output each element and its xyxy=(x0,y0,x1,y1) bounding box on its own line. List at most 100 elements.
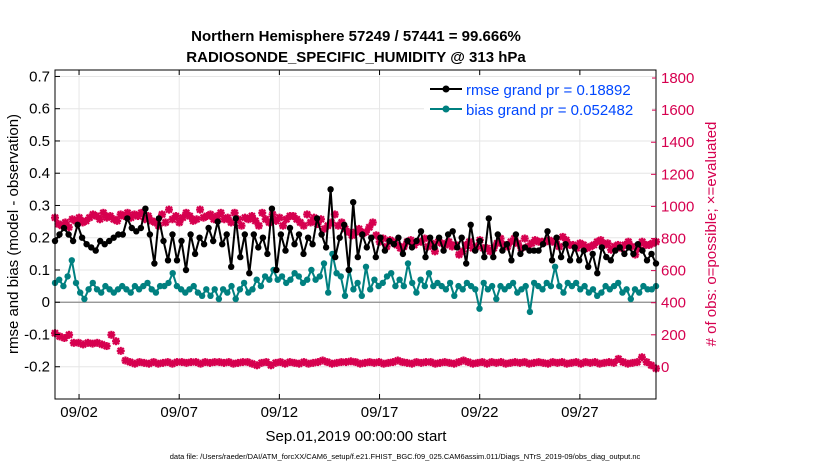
obs-count-point xyxy=(95,215,104,224)
bias-series-point xyxy=(308,266,315,274)
y-tick-label-right: 800 xyxy=(661,231,686,248)
rmse-series-point xyxy=(548,257,556,264)
bias-series-point xyxy=(598,289,605,296)
bias-series-point xyxy=(371,276,378,283)
obs-count-point xyxy=(192,215,201,224)
y-tick-label-left: 0.7 xyxy=(29,68,50,85)
bias-series-point xyxy=(589,286,597,293)
rmse-series-point xyxy=(354,253,361,261)
rmse-series-point xyxy=(155,215,163,222)
y-axis-label-left: rmse and bias (model - observation) xyxy=(5,114,22,354)
rmse-series-point xyxy=(250,231,257,238)
legend-bias-label: bias grand pr = 0.052482 xyxy=(466,102,633,119)
y-tick-label-left: 0.1 xyxy=(29,262,50,279)
bias-series-point xyxy=(367,286,374,293)
bias-series-point xyxy=(64,273,71,280)
rmse-series-point xyxy=(255,244,262,251)
bias-series-point xyxy=(627,295,634,303)
bias-series-point xyxy=(488,282,496,290)
rmse-series-point xyxy=(368,234,375,241)
bias-series-point xyxy=(636,289,643,296)
rmse-series-point xyxy=(223,231,230,238)
rmse-series-point xyxy=(219,241,226,248)
y-tick-label-left: 0.3 xyxy=(29,197,50,214)
rmse-series-point xyxy=(426,234,434,241)
obs-count-point xyxy=(164,205,173,214)
rmse-series-point xyxy=(607,257,614,264)
rmse-series-point xyxy=(566,257,574,264)
rmse-series-point xyxy=(377,234,384,241)
rmse-series-point xyxy=(210,237,217,245)
rmse-series-point xyxy=(630,250,637,258)
obs-count-point xyxy=(216,208,225,217)
bias-series-point xyxy=(350,286,357,293)
rmse-series-point xyxy=(318,231,325,238)
x-tick-label: 09/02 xyxy=(60,404,98,421)
bias-series-point xyxy=(526,308,534,316)
rmse-series-point xyxy=(381,247,389,254)
rmse-series-point xyxy=(286,224,294,232)
rmse-series-point xyxy=(589,250,596,258)
bias-series-point xyxy=(623,286,630,293)
rmse-series-point xyxy=(65,231,72,238)
bias-series-point xyxy=(266,276,273,283)
bias-series-point xyxy=(211,286,218,293)
bias-series-point xyxy=(413,289,420,296)
data-file-footer: data file: /Users/raeder/DAI/ATM_forcXX/… xyxy=(170,452,641,461)
rmse-series-point xyxy=(458,234,465,241)
bias-series-point xyxy=(144,279,151,287)
rmse-series-point xyxy=(585,263,592,270)
rmse-series-point xyxy=(517,250,524,258)
bias-series-point xyxy=(417,276,424,283)
rmse-series-point xyxy=(562,241,569,248)
rmse-series-point xyxy=(309,241,316,248)
y-tick-label-right: 1600 xyxy=(661,102,694,119)
bias-series-point xyxy=(509,279,517,287)
rmse-series-point xyxy=(476,237,483,245)
rmse-series-point xyxy=(472,247,479,254)
rmse-series-point xyxy=(169,231,176,238)
bias-series-point xyxy=(224,289,231,296)
y-tick-label-left: 0.5 xyxy=(29,133,50,150)
rmse-series-point xyxy=(571,244,578,251)
rmse-series-point xyxy=(151,260,158,267)
rmse-series-point xyxy=(386,237,393,245)
bias-series-point xyxy=(215,295,223,303)
rmse-series-point xyxy=(146,231,154,238)
rmse-series-point xyxy=(97,237,104,245)
bias-series-point xyxy=(203,286,210,293)
y-tick-label-right: 1800 xyxy=(661,70,694,87)
rmse-series-point xyxy=(413,237,420,245)
legend-rmse-label: rmse grand pr = 0.18892 xyxy=(466,82,631,99)
rmse-series-point xyxy=(295,231,303,238)
bias-series-point xyxy=(253,276,260,283)
plot-frame xyxy=(54,69,657,400)
rmse-series-point xyxy=(160,237,167,245)
y-tick-label-left: 0 xyxy=(42,294,50,311)
rmse-series-point xyxy=(639,247,646,254)
rmse-series-point xyxy=(313,215,321,222)
rmse-series-point xyxy=(648,250,655,258)
bias-series-point xyxy=(257,282,265,290)
rmse-series-point xyxy=(182,266,190,274)
rmse-series-point xyxy=(110,234,117,241)
bias-series-point xyxy=(560,289,567,296)
rmse-series-point xyxy=(485,215,492,222)
rmse-series-point xyxy=(625,244,633,251)
bias-series-point xyxy=(304,276,311,283)
rmse-series-point xyxy=(404,237,411,245)
bias-series-point xyxy=(72,279,80,287)
chart-title-line1: Northern Hemisphere 57249 / 57441 = 99.6… xyxy=(191,28,521,45)
rmse-series-point xyxy=(490,253,497,261)
bias-series-point xyxy=(60,282,67,290)
rmse-series-point xyxy=(359,231,366,238)
bias-series-point xyxy=(354,279,361,287)
obs-count-point xyxy=(237,221,246,230)
rmse-series-point xyxy=(612,247,619,254)
bias-series-point xyxy=(421,282,428,290)
obs-count-point xyxy=(102,342,111,351)
bias-series-point xyxy=(236,286,244,293)
bias-series-point xyxy=(539,286,546,293)
